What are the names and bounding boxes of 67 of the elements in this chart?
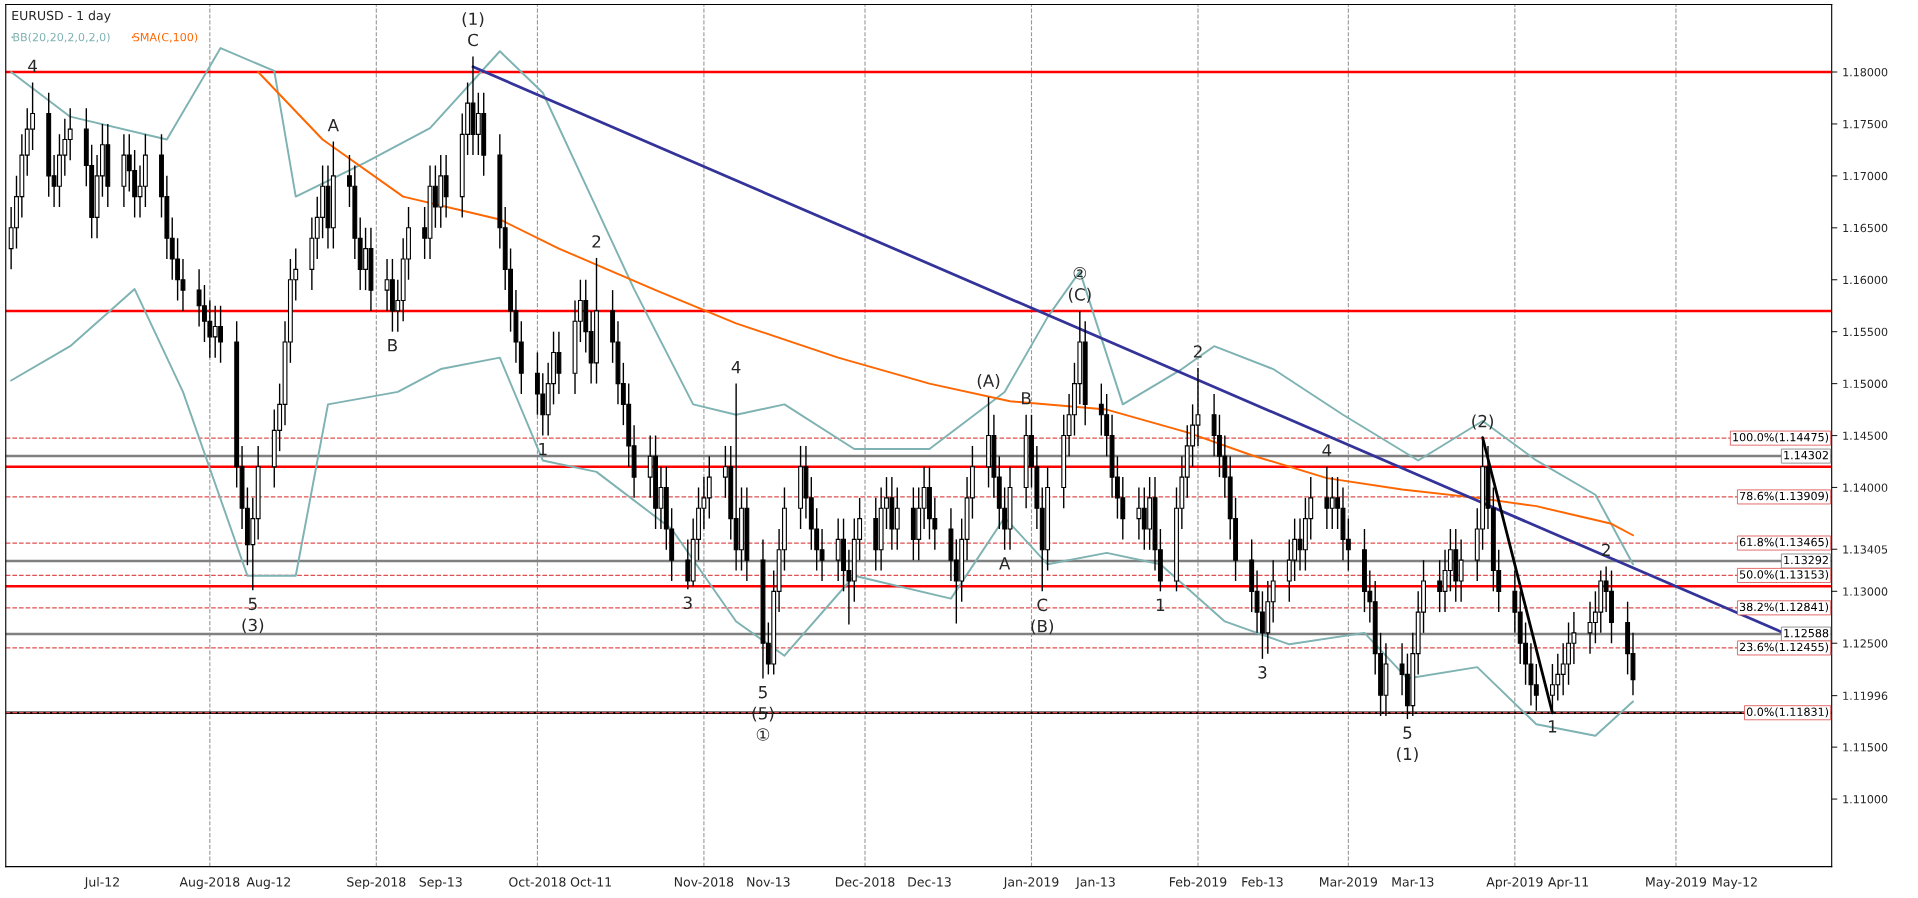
y-tick-label: 1.11500: [1843, 743, 1888, 752]
y-tick-label: 1.17500: [1843, 119, 1888, 129]
x-tick-label: Jan-13: [1075, 877, 1115, 889]
annotation: 4: [1322, 444, 1332, 457]
x-tick-label: Apr-11: [1548, 877, 1589, 890]
ref-line-label: 1.12588: [1784, 628, 1829, 638]
x-tick-label: Mar-13: [1392, 877, 1434, 887]
ref-line-label: 1.13292: [1784, 555, 1828, 565]
annotation: 5 (1): [1397, 726, 1418, 763]
y-tick-label: 1.11996: [1843, 691, 1888, 700]
y-tick-label: 1.12500: [1843, 639, 1888, 648]
y-tick-label: 1.11000: [1843, 795, 1888, 804]
x-tick-label: Dec-2018: [835, 877, 895, 887]
annotation: 5 (3): [242, 597, 264, 634]
y-tick-label: 1.15000: [1843, 379, 1888, 388]
y-tick-label: 1.13405: [1843, 545, 1888, 554]
x-tick-label: Aug-12: [246, 877, 291, 890]
annotation: B: [1022, 392, 1031, 405]
y-tick-label: 1.17000: [1843, 171, 1888, 181]
annotation: A: [327, 119, 339, 132]
ref-line-label: 78.6%(1.13909): [1740, 491, 1829, 502]
ref-line-label: 0.0%(1.11831): [1746, 707, 1829, 718]
y-tick-label: 1.14500: [1843, 431, 1888, 440]
legend-label: SMA(C,100): [133, 32, 198, 43]
ref-line-label: 38.2%(1.12841): [1739, 602, 1829, 613]
annotation: 1: [1156, 598, 1165, 611]
x-tick-label: Dec-13: [908, 877, 951, 887]
annotation: (A): [977, 374, 1000, 389]
annotation: 4: [731, 361, 741, 374]
ref-line-label: 61.8%(1.13465): [1739, 537, 1829, 548]
x-tick-label: Jan-2019: [1003, 877, 1059, 889]
legend-label: BB(20,20,2,0,2,0): [13, 32, 110, 43]
annotation: 2: [1193, 345, 1202, 358]
x-tick-label: Jul-12: [84, 876, 119, 889]
annotation: 4: [28, 59, 37, 72]
x-tick-label: Apr-2019: [1486, 877, 1543, 890]
chart-title: EURUSD - 1 day: [12, 10, 111, 23]
ref-line-label: 100.0%(1.14475): [1733, 432, 1829, 443]
annotation: B: [388, 339, 397, 352]
annotation: C (B): [1031, 598, 1054, 635]
y-tick-label: 1.15500: [1843, 327, 1888, 337]
x-tick-label: Feb-13: [1242, 876, 1283, 887]
y-tick-label: 1.14000: [1843, 483, 1888, 492]
annotation: (1) C: [462, 12, 484, 47]
annotation: 2: [592, 235, 601, 248]
annotation: 2: [1602, 543, 1610, 556]
y-tick-label: 1.16500: [1843, 223, 1888, 233]
x-tick-label: Aug-2018: [179, 877, 240, 890]
x-tick-label: May-2019: [1646, 877, 1707, 890]
annotation: 3: [683, 596, 692, 610]
annotation: 1: [539, 442, 547, 456]
x-tick-label: Oct-2018: [509, 877, 566, 887]
y-tick-label: 1.18000: [1843, 67, 1888, 77]
x-tick-label: Oct-11: [570, 877, 611, 887]
annotation: 3: [1258, 666, 1267, 679]
x-tick-label: Sep-13: [419, 877, 462, 890]
x-tick-label: Mar-2019: [1320, 877, 1378, 887]
y-tick-label: 1.13000: [1843, 587, 1888, 596]
x-tick-label: Feb-2019: [1169, 876, 1227, 887]
x-tick-label: Sep-2018: [347, 877, 406, 890]
x-tick-label: Nov-2018: [674, 877, 734, 887]
ref-line-label: 50.0%(1.13153): [1739, 570, 1829, 580]
x-tick-label: May-12: [1713, 877, 1757, 890]
x-tick-label: Nov-13: [747, 877, 790, 887]
ref-line-label: 1.14302: [1784, 450, 1828, 460]
y-tick-label: 1.16000: [1843, 275, 1888, 285]
ref-line-label: 23.6%(1.12455): [1739, 642, 1829, 653]
